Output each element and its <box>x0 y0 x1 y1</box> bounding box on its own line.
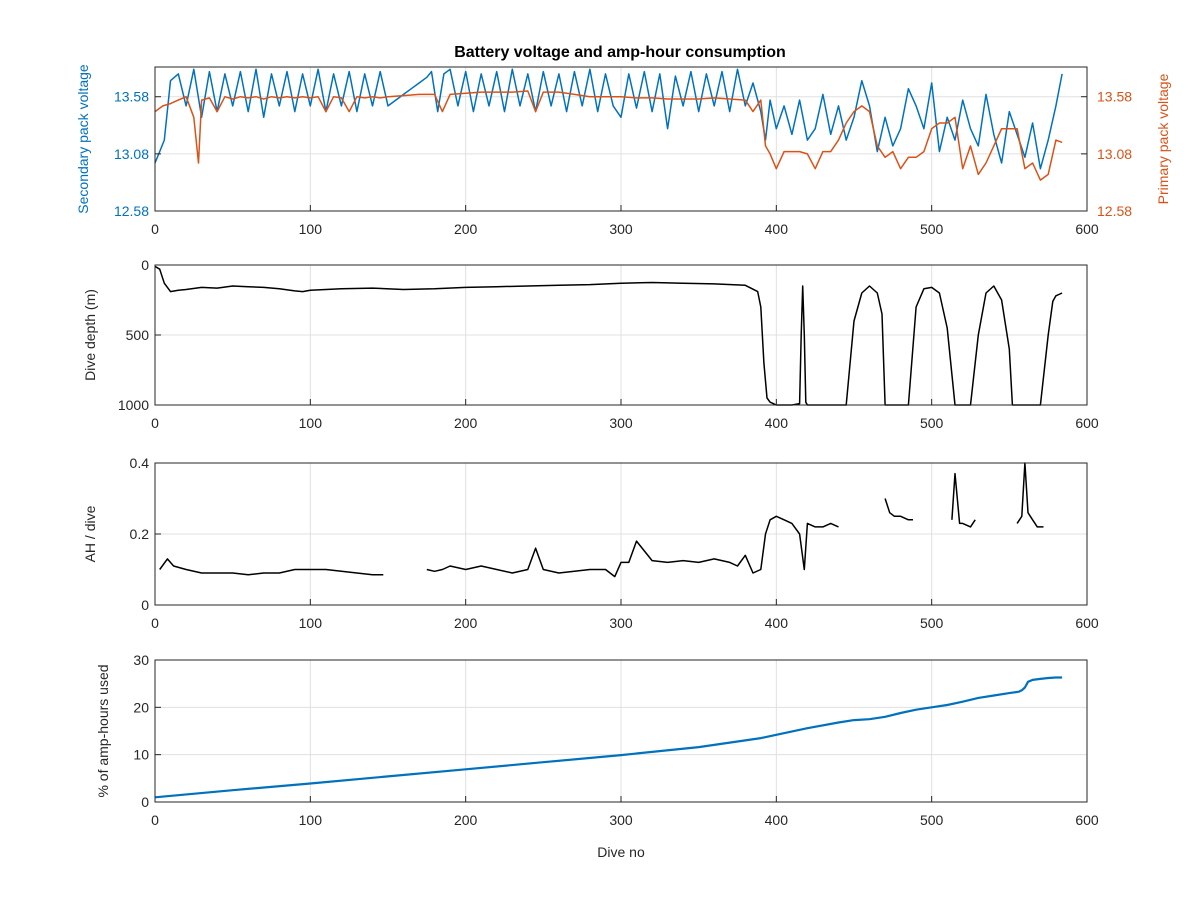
voltage-x-tick-label: 0 <box>151 221 159 237</box>
amp-hours-used-x-tick-label: 200 <box>454 812 478 828</box>
ah-per-dive-y-tick-label: 0.2 <box>130 526 150 542</box>
figure-title: Battery voltage and amp-hour consumption <box>454 44 786 61</box>
amp-hours-used-x-tick-label: 400 <box>765 812 789 828</box>
depth-x-tick-label: 300 <box>609 415 633 431</box>
amp-hours-used-series-line <box>154 676 1063 799</box>
voltage-y-tick-label: 13.58 <box>114 89 149 105</box>
voltage-right-y-tick-label: 13.08 <box>1097 146 1132 162</box>
ah-per-dive-x-tick-label: 200 <box>454 615 478 631</box>
amp-hours-used-y-tick-label: 20 <box>133 699 149 715</box>
voltage-x-tick-label: 100 <box>299 221 323 237</box>
voltage-panel: 0 100 200 300 400 500 600 12.58 13.08 13.58 12.58 1… <box>75 64 1171 237</box>
ah-per-dive-x-tick-label: 0 <box>151 615 159 631</box>
amp-hours-used-x-tick-label: 100 <box>299 812 323 828</box>
voltage-y-axis-label: Secondary pack voltage <box>75 64 91 214</box>
voltage-y-tick-label: 13.08 <box>114 146 149 162</box>
ah-per-dive-x-tick-label: 400 <box>765 615 789 631</box>
ah-per-dive-y-axis-label: AH / dive <box>82 505 98 562</box>
voltage-x-tick-label: 300 <box>609 221 633 237</box>
ah-per-dive-x-tick-label: 600 <box>1075 615 1099 631</box>
ah-per-dive-x-tick-label: 100 <box>299 615 323 631</box>
primary-voltage-line <box>154 90 1063 181</box>
amp-hours-used-x-tick-label: 0 <box>151 812 159 828</box>
depth-x-tick-label: 500 <box>920 415 944 431</box>
voltage-x-tick-label: 400 <box>765 221 789 237</box>
depth-y-tick-label: 0 <box>141 257 149 273</box>
depth-y-tick-label: 500 <box>126 327 150 343</box>
depth-series-line <box>154 265 1063 406</box>
depth-x-tick-label: 200 <box>454 415 478 431</box>
amp-hours-used-x-tick-label: 300 <box>609 812 633 828</box>
amp-hours-used-y-tick-label: 10 <box>133 747 149 763</box>
ah-per-dive-x-tick-label: 500 <box>920 615 944 631</box>
voltage-x-tick-label: 200 <box>454 221 478 237</box>
depth-x-tick-label: 0 <box>151 415 159 431</box>
x-axis-label: Dive no <box>597 844 645 860</box>
ah-per-dive-y-tick-label: 0.4 <box>130 455 150 471</box>
depth-y-tick-label: 1000 <box>118 397 149 413</box>
depth-y-axis-label: Dive depth (m) <box>82 289 98 381</box>
amp-hours-used-panel: 0 100 200 300 400 500 600 0 10 20 30 % of amp-hours… <box>95 652 1099 828</box>
voltage-x-tick-label: 500 <box>920 221 944 237</box>
ah-per-dive-x-tick-label: 300 <box>609 615 633 631</box>
ah-per-dive-series-line <box>159 462 1044 578</box>
amp-hours-used-y-tick-label: 30 <box>133 652 149 668</box>
amp-hours-used-y-axis-label: % of amp-hours used <box>95 664 111 797</box>
ah-per-dive-y-tick-label: 0 <box>141 597 149 613</box>
depth-x-tick-label: 600 <box>1075 415 1099 431</box>
voltage-right-y-tick-label: 12.58 <box>1097 203 1132 219</box>
depth-x-tick-label: 400 <box>765 415 789 431</box>
voltage-x-tick-label: 600 <box>1075 221 1099 237</box>
depth-panel: 0 100 200 300 400 500 600 0 500 1000 Dive depth (m… <box>82 257 1099 431</box>
voltage-right-y-tick-label: 13.58 <box>1097 89 1132 105</box>
ah-per-dive-panel: 0 100 200 300 400 500 600 0 0.2 0.4 AH / dive <box>82 455 1099 631</box>
secondary-voltage-line <box>154 68 1063 170</box>
amp-hours-used-y-tick-label: 0 <box>141 794 149 810</box>
voltage-y-tick-label: 12.58 <box>114 203 149 219</box>
voltage-right-y-axis-label: Primary pack voltage <box>1155 73 1171 204</box>
amp-hours-used-x-tick-label: 600 <box>1075 812 1099 828</box>
amp-hours-used-x-tick-label: 500 <box>920 812 944 828</box>
depth-x-tick-label: 100 <box>299 415 323 431</box>
